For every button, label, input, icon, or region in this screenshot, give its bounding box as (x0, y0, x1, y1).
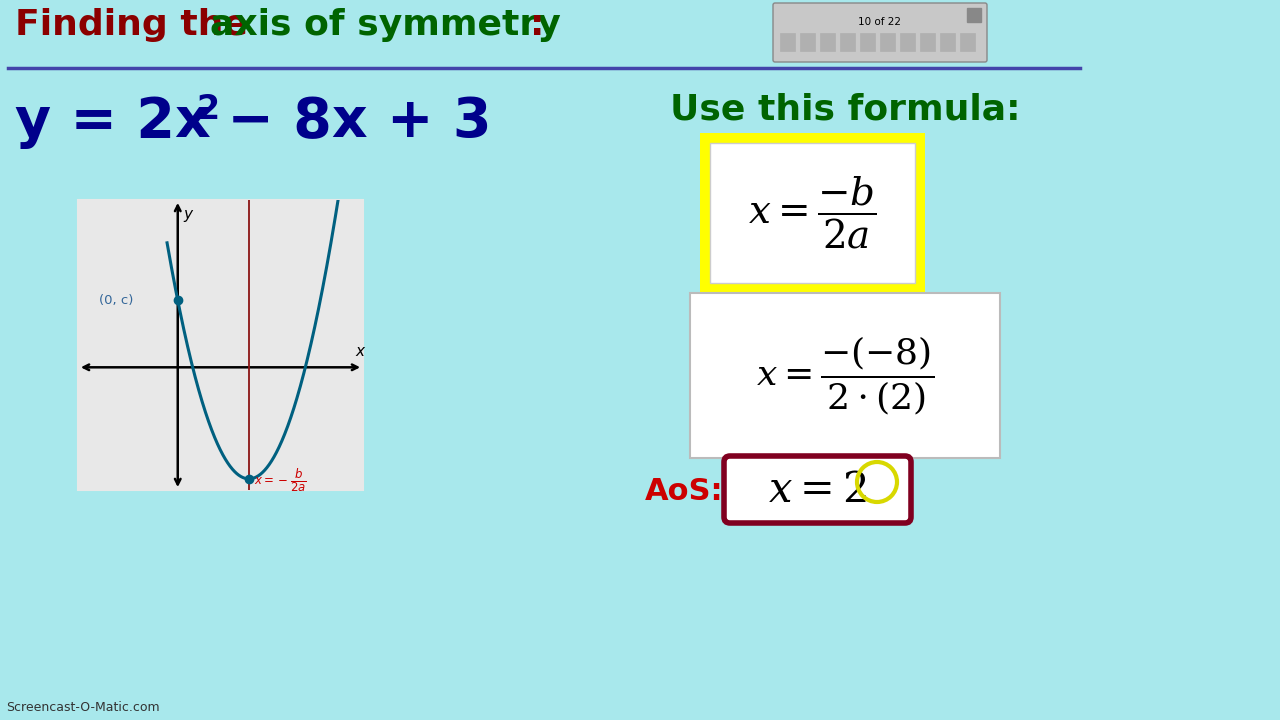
Text: Finding the: Finding the (15, 8, 261, 42)
FancyBboxPatch shape (690, 293, 1000, 458)
Text: 2: 2 (196, 93, 219, 126)
FancyBboxPatch shape (724, 456, 911, 523)
Text: y: y (183, 207, 192, 222)
Text: y = 2x: y = 2x (15, 95, 211, 149)
FancyBboxPatch shape (700, 133, 925, 293)
Bar (900, 33, 915, 51)
Bar (940, 33, 955, 51)
Text: − 8x + 3: − 8x + 3 (207, 95, 492, 149)
Bar (860, 33, 876, 51)
FancyBboxPatch shape (773, 3, 987, 62)
Bar (840, 33, 855, 51)
Text: $x = 2$: $x = 2$ (768, 469, 867, 510)
Bar (800, 33, 815, 51)
Text: $x = \dfrac{-(-8)}{2 \cdot (2)}$: $x = \dfrac{-(-8)}{2 \cdot (2)}$ (756, 334, 934, 417)
Bar (820, 33, 835, 51)
Bar (780, 33, 795, 51)
Text: Screencast-O-Matic.com: Screencast-O-Matic.com (6, 701, 160, 714)
Text: (0, c): (0, c) (100, 294, 133, 307)
Bar (78, 200, 364, 490)
Text: $x = \dfrac{-b}{2a}$: $x = \dfrac{-b}{2a}$ (748, 175, 877, 251)
Bar (920, 33, 934, 51)
Text: Use this formula:: Use this formula: (669, 92, 1020, 126)
Text: axis of symmetry: axis of symmetry (210, 8, 561, 42)
Text: AoS:: AoS: (645, 477, 723, 505)
Bar (966, 8, 980, 22)
FancyBboxPatch shape (710, 143, 915, 283)
Bar (881, 33, 895, 51)
Text: :: : (530, 8, 544, 42)
Text: $x = -\dfrac{b}{2a}$: $x = -\dfrac{b}{2a}$ (255, 468, 307, 495)
Bar (960, 33, 975, 51)
Text: x: x (356, 344, 365, 359)
Text: 10 of 22: 10 of 22 (859, 17, 901, 27)
